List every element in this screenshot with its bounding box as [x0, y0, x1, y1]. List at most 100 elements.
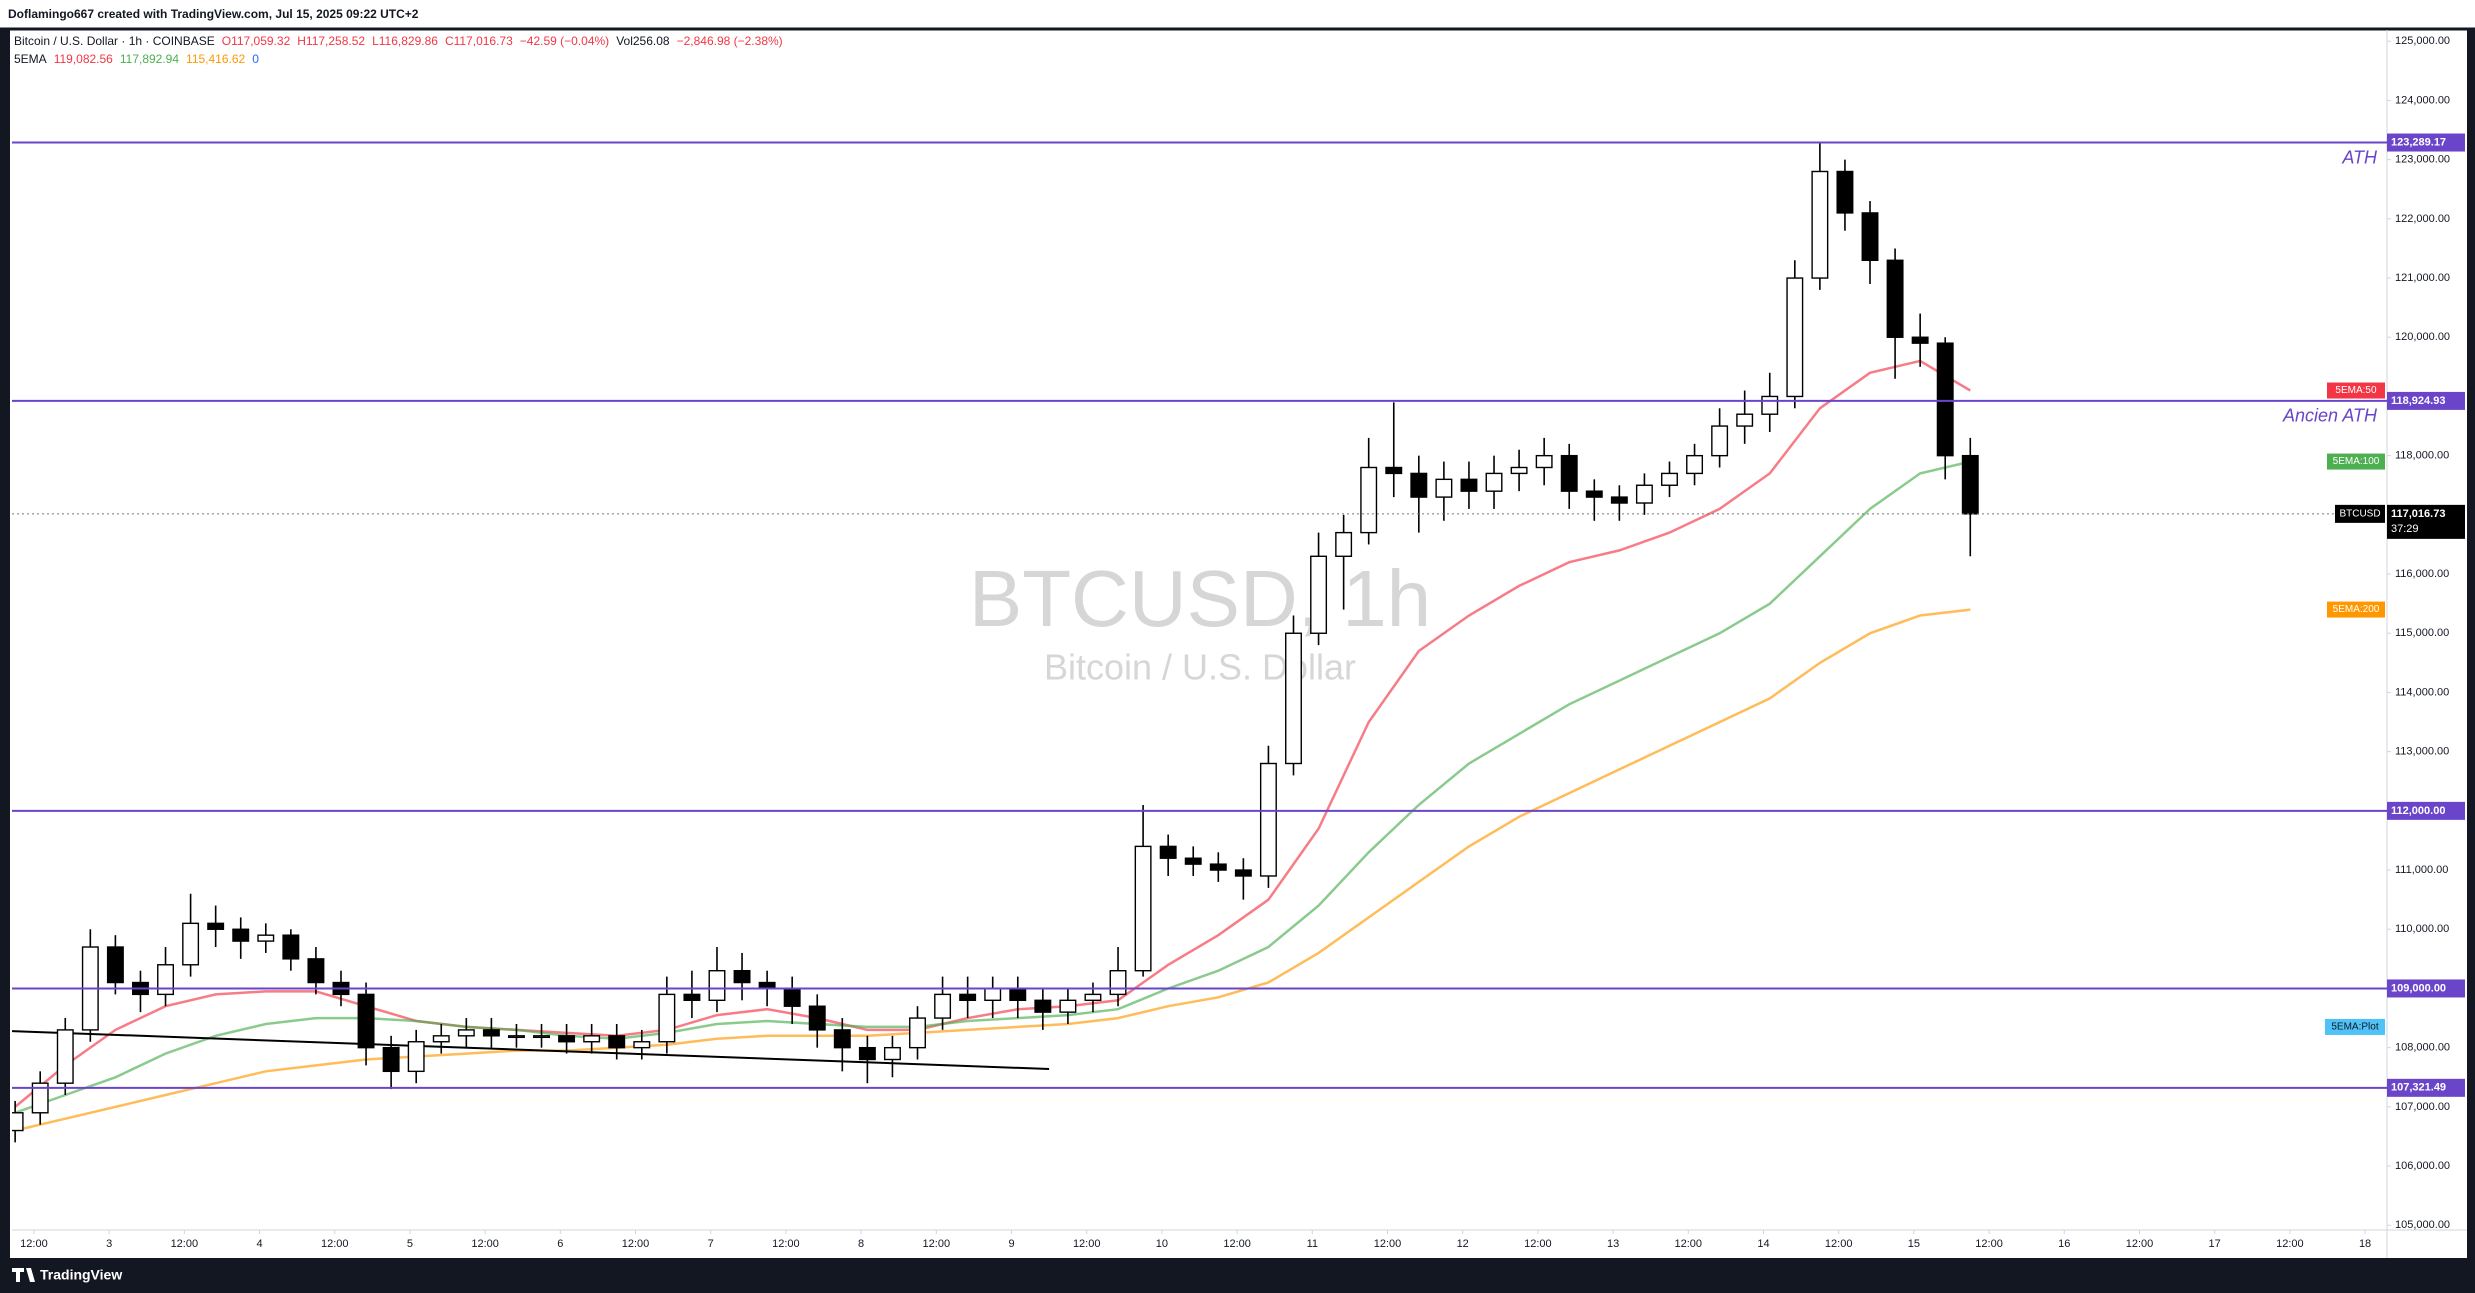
candle-body [1109, 970, 1127, 996]
candle-body [1285, 632, 1302, 765]
level-price-label: 107,321.49 [2391, 1082, 2446, 1094]
level-price-label: 118,924.93 [2391, 395, 2445, 407]
level-price-box [2387, 801, 2465, 820]
candle-body [1761, 395, 1779, 415]
level-price-label: 112,000.00 [2391, 805, 2445, 817]
y-tick-label: 122,000.00 [2395, 213, 2450, 225]
candle-body [1635, 484, 1653, 504]
candle-body [31, 1082, 49, 1114]
watermark-symbol: BTCUSD, 1h [969, 554, 1431, 643]
x-tick-label: 12:00 [1223, 1238, 1251, 1250]
x-tick-label: 11 [1307, 1238, 1318, 1250]
candle-body [1435, 478, 1453, 498]
x-tick-label: 12:00 [2126, 1238, 2154, 1250]
indicator-name: 5EMA [14, 52, 47, 66]
candle-body [56, 1029, 74, 1084]
x-tick-label: 12:00 [1524, 1238, 1552, 1250]
y-tick-label: 106,000.00 [2395, 1160, 2450, 1172]
candle-body [934, 993, 952, 1019]
y-tick-label: 105,000.00 [2395, 1219, 2450, 1231]
candle-body [558, 1035, 576, 1043]
ema-line [14, 460, 1971, 1114]
level-price-box [2387, 979, 2465, 998]
x-tick-label: 12:00 [2276, 1238, 2304, 1250]
x-tick-label: 18 [2359, 1238, 2371, 1250]
volume: Vol256.08 [616, 34, 670, 48]
candle-body [182, 922, 200, 966]
x-tick-label: 12 [1457, 1238, 1469, 1250]
countdown-label: 37:29 [2391, 523, 2419, 535]
frame-left [0, 29, 10, 1269]
candle-body [1360, 466, 1378, 534]
y-tick-label: 116,000.00 [2395, 568, 2449, 580]
last-price-box [2387, 504, 2465, 539]
x-tick-label: 12:00 [772, 1238, 800, 1250]
candle-body [783, 987, 801, 1007]
level-price-box [2387, 1078, 2465, 1097]
candle-body [808, 1005, 826, 1031]
volume-change: −2,846.98 (−2.38%) [676, 34, 783, 48]
y-tick-label: 121,000.00 [2395, 272, 2450, 284]
candle-body [1811, 170, 1829, 279]
y-tick-label: 107,000.00 [2395, 1101, 2450, 1113]
symbol: Bitcoin / U.S. Dollar · 1h · COINBASE [14, 34, 215, 48]
candle-body [533, 1035, 550, 1039]
candle-body [407, 1041, 425, 1073]
y-tick-label: 115,000.00 [2395, 627, 2449, 639]
candle-body [583, 1035, 601, 1043]
candle-body [382, 1046, 400, 1073]
candle-body [1209, 863, 1227, 871]
candle-body [1184, 857, 1202, 865]
candle-body [232, 928, 250, 942]
x-tick-label: 14 [1757, 1238, 1769, 1250]
footer-logo [12, 1268, 35, 1282]
x-tick-label: 12:00 [1073, 1238, 1101, 1250]
legend-label: 5EMA:200 [2333, 604, 2380, 615]
trendline [12, 1030, 1050, 1070]
candle-body [1385, 466, 1403, 475]
x-tick-label: 12:00 [20, 1238, 48, 1250]
candle-body [1460, 478, 1478, 492]
candle-body [157, 964, 174, 996]
candle-body [683, 993, 701, 1002]
y-tick-label: 118,000.00 [2395, 450, 2449, 462]
x-tick-label: 17 [2209, 1238, 2221, 1250]
x-tick-label: 12:00 [321, 1238, 349, 1250]
candle-body [959, 993, 977, 1002]
candle-body [307, 958, 325, 984]
candle-body [1059, 999, 1077, 1013]
candle-body [1585, 490, 1603, 498]
legend-box [2327, 382, 2385, 399]
candle-body [1936, 342, 1954, 457]
indicator-value: 115,416.62 [186, 52, 246, 66]
candle-body [1335, 531, 1353, 557]
y-tick-label: 123,000.00 [2395, 154, 2450, 166]
level-price-box [2387, 391, 2465, 410]
candle-body [1836, 170, 1854, 214]
y-tick-label: 114,000.00 [2395, 686, 2449, 698]
top-bar [0, 0, 2475, 29]
x-tick-label: 4 [256, 1238, 262, 1250]
x-tick-label: 12:00 [171, 1238, 199, 1250]
x-tick-label: 12:00 [1825, 1238, 1853, 1250]
candle-body [1034, 999, 1052, 1013]
candle-body [1886, 259, 1904, 338]
candle-body [1134, 845, 1152, 972]
ema-line [14, 608, 1971, 1132]
candle-body [207, 922, 225, 930]
creator-line: Doflamingo667 created with TradingView.c… [8, 7, 419, 21]
candle-body [858, 1046, 876, 1061]
candle-body [633, 1041, 651, 1049]
x-tick-label: 12:00 [1975, 1238, 2003, 1250]
candle-body [1259, 762, 1277, 877]
candle-body [106, 946, 124, 984]
footer-bar [0, 1258, 2475, 1293]
legend-label: 5EMA:50 [2335, 385, 2377, 396]
candle-body [1961, 454, 1979, 515]
candle-body [1410, 472, 1428, 498]
symbol-box [2335, 504, 2385, 523]
symbol-line: Bitcoin / U.S. Dollar · 1h · COINBASE O1… [14, 34, 783, 48]
y-tick-label: 120,000.00 [2395, 331, 2450, 343]
y-tick-label: 108,000.00 [2395, 1042, 2450, 1054]
